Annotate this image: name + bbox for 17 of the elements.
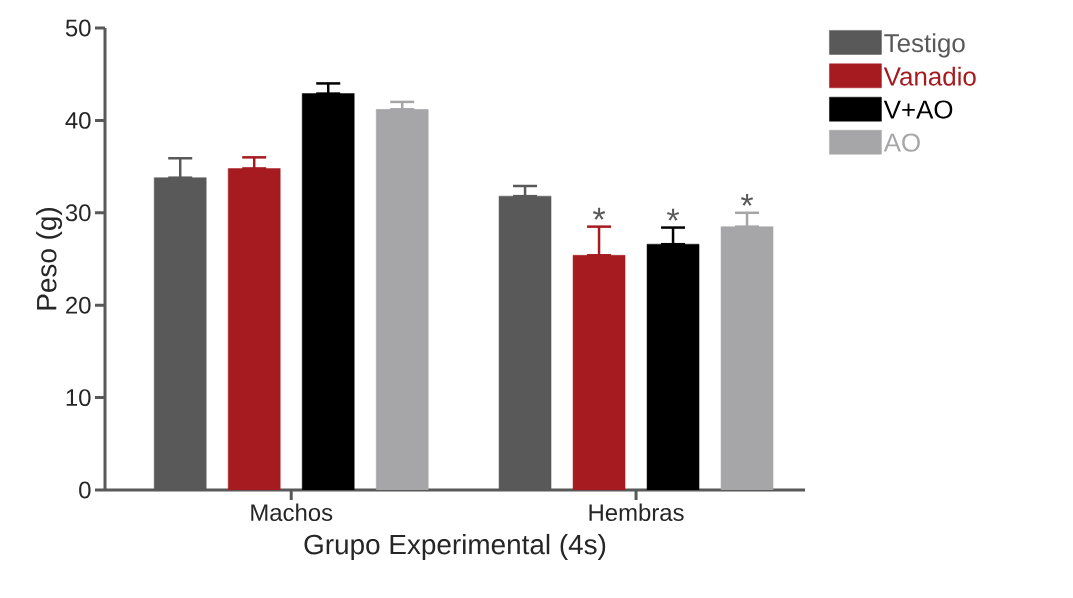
y-tick-label: 50 xyxy=(65,19,91,37)
x-axis-title: Grupo Experimental (4s) xyxy=(304,533,606,560)
x-tick-label: Machos xyxy=(251,503,333,522)
annotation: * xyxy=(593,207,606,220)
x-tick-label: Hembras xyxy=(589,503,684,522)
y-tick-label: 0 xyxy=(79,481,91,499)
y-tick-label: 30 xyxy=(65,204,91,222)
y-tick-label: 40 xyxy=(65,111,91,129)
annotation: * xyxy=(667,208,680,221)
legend-label: AO xyxy=(883,133,920,152)
annotation: * xyxy=(741,193,754,206)
y-tick-label: 10 xyxy=(66,389,91,407)
legend-label: Vanadio xyxy=(883,66,976,86)
legend-label: V+AO xyxy=(883,100,953,119)
legend-label: Testigo xyxy=(884,33,965,58)
y-tick-label: 20 xyxy=(66,296,91,314)
y-axis-title: Peso (g) xyxy=(36,208,63,310)
